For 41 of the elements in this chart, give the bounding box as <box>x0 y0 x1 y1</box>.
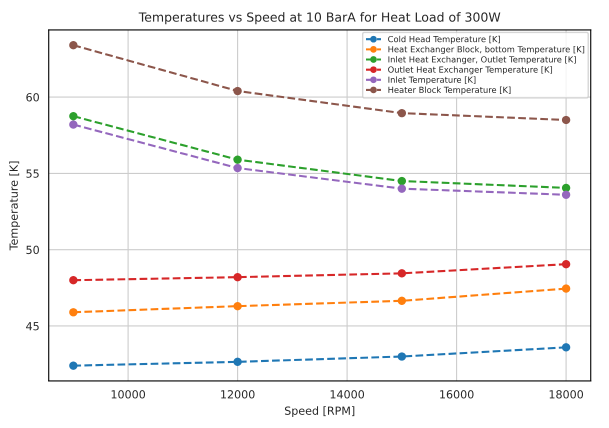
x-tick-label: 16000 <box>440 390 474 399</box>
point <box>233 86 242 96</box>
point <box>562 284 570 293</box>
point <box>233 164 242 172</box>
point <box>233 272 242 282</box>
point <box>69 276 78 284</box>
y-axis-title: Temperature [K] <box>9 161 20 250</box>
legend-label: Inlet Heat Exchanger, Outlet Temperature [K] <box>388 56 576 64</box>
point <box>398 352 406 361</box>
legend-label: Inlet Temperature [K] <box>388 76 476 84</box>
y-tick-label: 45 <box>26 322 39 330</box>
point <box>69 112 78 120</box>
y-tick-label: 55 <box>26 170 39 178</box>
point <box>233 302 242 310</box>
point <box>233 358 242 366</box>
legend-label: Cold Head Temperature [K] <box>388 36 500 44</box>
point <box>398 184 406 193</box>
point <box>562 260 570 268</box>
point <box>562 190 570 199</box>
point <box>69 120 78 129</box>
x-tick-label: 14000 <box>330 390 364 399</box>
point <box>398 296 406 305</box>
x-tick-label: 12000 <box>221 390 255 399</box>
point <box>398 269 406 278</box>
chart-title: Temperatures vs Speed at 10 BarA for Heat Load of 300W <box>138 12 500 24</box>
point <box>69 308 78 316</box>
y-tick-label: 60 <box>26 93 39 102</box>
legend-label: Heat Exchanger Block, bottom Temperature [K] <box>388 46 584 54</box>
legend-label: Outlet Heat Exchanger Temperature [K] <box>388 66 552 74</box>
y-tick-label: 50 <box>26 246 39 254</box>
x-axis-title: Speed [RPM] <box>284 406 354 418</box>
legend-label: Heater Block Temperature [K] <box>388 86 510 95</box>
point <box>69 361 78 370</box>
point <box>562 343 570 352</box>
point <box>398 176 406 186</box>
x-tick-label: 10000 <box>112 390 146 399</box>
point <box>233 155 242 164</box>
point <box>398 108 406 118</box>
x-tick-label: 18000 <box>550 390 584 399</box>
point <box>69 41 78 50</box>
point <box>562 116 570 124</box>
